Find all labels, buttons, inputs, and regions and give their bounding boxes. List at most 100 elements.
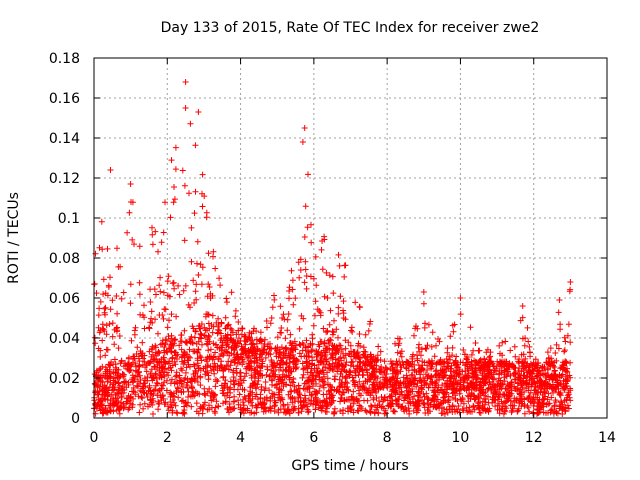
data-point bbox=[115, 345, 122, 352]
data-point bbox=[114, 310, 121, 317]
data-point bbox=[238, 409, 245, 416]
data-point bbox=[132, 324, 139, 331]
data-point bbox=[300, 366, 307, 373]
data-point bbox=[107, 402, 114, 409]
data-point bbox=[239, 345, 246, 352]
data-point bbox=[512, 353, 519, 360]
data-point bbox=[214, 330, 221, 337]
data-point bbox=[212, 410, 219, 416]
data-point bbox=[323, 345, 330, 352]
data-point bbox=[210, 394, 217, 401]
data-point bbox=[254, 396, 261, 403]
data-point bbox=[428, 397, 435, 404]
data-point bbox=[202, 392, 209, 399]
data-point bbox=[439, 382, 446, 389]
data-point bbox=[565, 321, 572, 328]
data-point bbox=[519, 384, 526, 391]
data-point bbox=[413, 383, 420, 390]
data-point bbox=[284, 316, 291, 323]
data-point bbox=[337, 408, 344, 415]
data-point bbox=[286, 354, 293, 361]
data-point bbox=[227, 384, 234, 391]
data-point bbox=[191, 210, 198, 217]
data-point bbox=[349, 374, 356, 381]
data-point bbox=[447, 374, 454, 381]
data-point bbox=[467, 324, 474, 331]
data-point bbox=[518, 351, 525, 358]
data-point bbox=[164, 278, 171, 285]
data-point bbox=[530, 361, 537, 368]
data-point bbox=[179, 384, 186, 390]
data-point bbox=[444, 349, 451, 356]
data-point bbox=[420, 367, 427, 374]
data-point bbox=[149, 401, 156, 408]
data-point bbox=[381, 410, 388, 417]
data-point bbox=[533, 373, 540, 380]
data-point bbox=[140, 384, 147, 390]
data-point bbox=[550, 410, 557, 417]
x-tick-label: 2 bbox=[163, 430, 172, 446]
data-point bbox=[251, 325, 257, 332]
data-point bbox=[115, 398, 122, 405]
data-point bbox=[516, 388, 523, 395]
data-point bbox=[205, 320, 212, 327]
data-point bbox=[556, 403, 563, 410]
data-point bbox=[280, 402, 287, 409]
data-point bbox=[472, 385, 479, 392]
data-point bbox=[477, 378, 484, 385]
data-point bbox=[114, 245, 120, 252]
data-point bbox=[215, 403, 222, 409]
data-point bbox=[498, 398, 505, 405]
data-point bbox=[189, 340, 196, 347]
data-point bbox=[445, 397, 451, 404]
data-point bbox=[373, 379, 380, 386]
data-point bbox=[249, 344, 256, 351]
data-point bbox=[290, 301, 297, 308]
data-point bbox=[218, 351, 225, 357]
data-point bbox=[120, 405, 127, 412]
data-point bbox=[359, 372, 366, 379]
data-point bbox=[393, 400, 400, 407]
data-point bbox=[231, 398, 238, 405]
x-axis-label: GPS time / hours bbox=[291, 458, 408, 474]
data-point bbox=[364, 397, 371, 404]
data-point bbox=[220, 368, 227, 374]
data-point bbox=[421, 393, 428, 400]
data-point bbox=[155, 248, 161, 255]
data-point bbox=[449, 352, 456, 359]
data-point bbox=[435, 384, 442, 391]
data-point bbox=[209, 356, 216, 363]
data-point bbox=[171, 380, 178, 387]
data-point bbox=[178, 332, 185, 339]
data-point bbox=[387, 365, 394, 372]
data-point bbox=[444, 377, 451, 384]
data-point bbox=[199, 341, 205, 348]
data-point bbox=[463, 359, 470, 366]
data-point bbox=[299, 374, 306, 381]
data-point bbox=[288, 267, 295, 274]
data-point bbox=[148, 308, 155, 315]
data-point bbox=[441, 391, 448, 398]
data-point bbox=[284, 327, 291, 334]
data-point bbox=[526, 349, 533, 356]
data-point bbox=[191, 376, 198, 383]
data-point bbox=[162, 199, 168, 206]
data-point bbox=[303, 359, 310, 366]
data-point bbox=[296, 325, 303, 332]
data-point bbox=[188, 258, 195, 265]
data-point bbox=[323, 395, 330, 402]
data-point bbox=[531, 365, 538, 372]
data-point bbox=[342, 352, 349, 359]
data-point bbox=[415, 344, 422, 351]
data-point bbox=[158, 239, 165, 246]
data-point bbox=[389, 386, 396, 393]
data-point bbox=[302, 258, 309, 265]
data-point bbox=[427, 363, 434, 370]
data-point bbox=[449, 403, 456, 410]
data-point bbox=[204, 336, 211, 343]
data-point bbox=[212, 265, 219, 272]
data-point bbox=[340, 315, 347, 321]
data-point bbox=[175, 282, 182, 289]
data-point bbox=[557, 326, 564, 333]
data-point bbox=[269, 363, 276, 369]
